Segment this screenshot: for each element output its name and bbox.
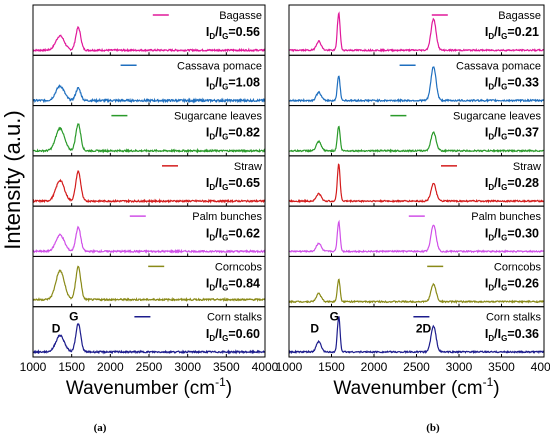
subplot-straw: Straw ID/IG=0.65 [32,155,266,207]
subplot-corn-stalks: Corn stalks ID/IG=0.60 [32,306,266,358]
id-ig-ratio: ID/IG=0.84 [206,277,260,293]
spectrum-line [32,322,266,355]
peak-label: G [330,310,339,324]
panel-label: (a) [94,422,107,434]
x-tick-label: 4000 [531,360,550,374]
x-tick-label: 2000 [361,360,388,374]
legend-label: Sugarcane leaves [453,111,542,123]
x-tick-label: 1500 [58,360,85,374]
subplot-cassava-pomace: Cassava pomace ID/IG=1.08 [32,54,266,107]
spectrum-line [32,225,266,254]
x-tick-label: 4000 [252,360,279,374]
subplot-sugarcane-leaves: Sugarcane leaves ID/IG=0.37 [288,105,545,157]
peak-label: 2D [416,322,432,336]
spectrum-line [32,170,266,204]
spectrum-line [288,278,545,304]
spectrum-line [288,219,545,254]
x-tick-label: 2000 [97,360,124,374]
legend-label: Sugarcane leaves [174,111,263,123]
y-axis-label: Intensity (a.u.) [0,110,25,249]
legend-label: Palm bunches [471,211,541,223]
legend-label: Corn stalks [486,312,542,324]
peak-label: G [69,310,78,324]
legend-label: Palm bunches [192,211,262,223]
legend-label: Straw [513,161,541,173]
id-ig-ratio: ID/IG=0.30 [485,226,539,242]
legend-label: Cassava pomace [456,60,541,72]
id-ig-ratio: ID/IG=0.28 [485,176,539,192]
panels: Bagasse ID/IG=0.56 Cassava pomace ID/IG=1.0… [20,4,550,434]
spectrum-line [288,11,545,53]
id-ig-ratio: ID/IG=0.65 [206,176,260,192]
x-tick-label: 3500 [488,360,515,374]
spectrum-line [32,84,266,104]
x-tick-label: 2500 [136,360,163,374]
legend-label: Straw [234,161,262,173]
x-axis-label: Wavenumber (cm-1) [333,375,499,399]
x-tick-label: 2500 [403,360,430,374]
subplot-bagasse: Bagasse ID/IG=0.56 [32,4,266,56]
id-ig-ratio: ID/IG=0.62 [206,226,260,242]
subplot-corncobs: Corncobs ID/IG=0.26 [288,255,545,308]
spectrum-line [288,163,545,204]
legend-label: Corncobs [494,261,542,273]
subplot-bagasse: Bagasse ID/IG=0.21 [288,4,545,56]
peak-label: D [310,322,319,336]
x-tick-label: 3000 [446,360,473,374]
spectrum-line [32,265,266,303]
id-ig-ratio: ID/IG=0.33 [485,75,539,91]
panel-b: Bagasse ID/IG=0.21 Cassava pomace ID/IG=0.3… [276,4,550,434]
legend-label: Bagasse [498,10,541,22]
x-tick-label: 1000 [20,360,47,374]
id-ig-ratio: ID/IG=0.26 [485,277,539,293]
id-ig-ratio: ID/IG=0.56 [206,25,260,41]
legend-label: Corncobs [215,261,263,273]
x-axis-label: Wavenumber (cm-1) [66,375,232,399]
spectrum-line [289,125,545,154]
id-ig-ratio: ID/IG=1.08 [206,75,260,91]
subplot-cassava-pomace: Cassava pomace ID/IG=0.33 [288,54,545,107]
subplot-corncobs: Corncobs ID/IG=0.84 [32,255,266,308]
peak-label: D [52,322,61,336]
id-ig-ratio: ID/IG=0.37 [485,126,539,142]
x-tick-label: 3500 [213,360,240,374]
x-tick-label: 1500 [318,360,345,374]
subplot-palm-bunches: Palm bunches ID/IG=0.30 [288,205,545,257]
x-tick-label: 3000 [174,360,201,374]
x-tick-label: 1000 [276,360,303,374]
subplot-sugarcane-leaves: Sugarcane leaves ID/IG=0.82 [32,105,266,157]
panel-a: Bagasse ID/IG=0.56 Cassava pomace ID/IG=1.0… [20,4,279,434]
id-ig-ratio: ID/IG=0.60 [206,327,260,343]
spectrum-line [32,25,266,53]
legend-label: Corn stalks [207,312,263,324]
spectrum-line [32,123,266,154]
subplot-palm-bunches: Palm bunches ID/IG=0.62 [32,205,266,257]
legend-label: Bagasse [219,10,262,22]
subplot-frame [288,155,545,207]
legend-label: Cassava pomace [177,60,262,72]
id-ig-ratio: ID/IG=0.36 [485,327,539,343]
id-ig-ratio: ID/IG=0.21 [485,25,539,41]
id-ig-ratio: ID/IG=0.82 [206,126,260,142]
spectrum-line [288,66,545,104]
subplot-straw: Straw ID/IG=0.28 [288,155,545,207]
panel-label: (b) [426,422,440,434]
spectrum-line [288,316,545,355]
subplot-corn-stalks: Corn stalks ID/IG=0.36 [288,306,545,358]
